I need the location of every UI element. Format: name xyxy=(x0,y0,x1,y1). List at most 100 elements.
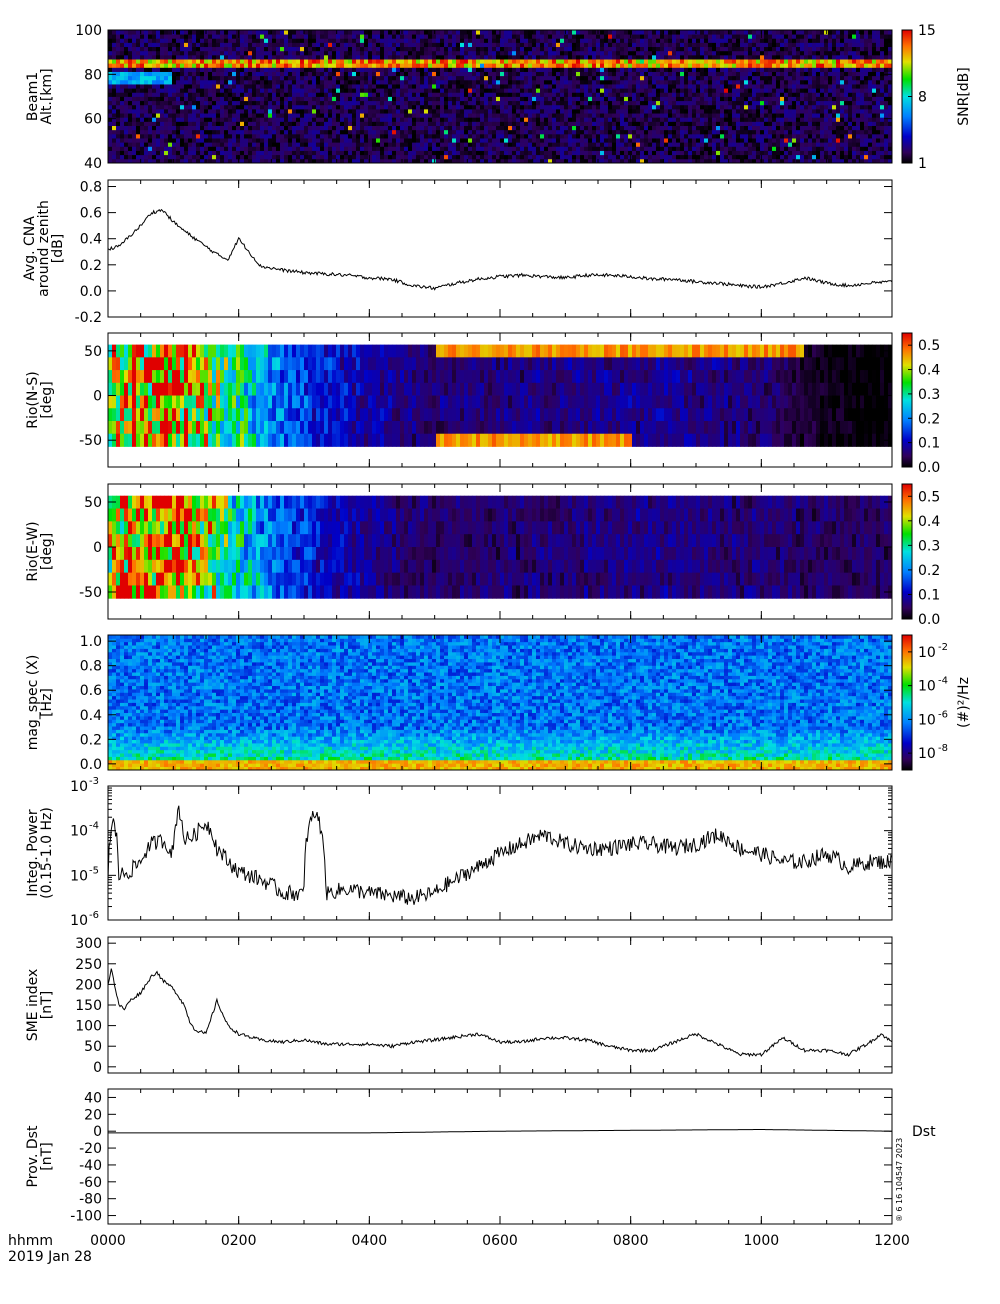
beam1-cell xyxy=(564,154,569,160)
beam1-cell xyxy=(456,100,461,106)
beam1-cell xyxy=(112,30,117,35)
beam1-cell xyxy=(216,125,221,131)
beam1-cell xyxy=(724,121,729,126)
beam1-cell xyxy=(668,30,673,35)
beam1-cell xyxy=(124,92,129,97)
beam1-cell xyxy=(472,92,477,97)
beam1-cell xyxy=(724,30,729,35)
beam1-cell xyxy=(528,113,533,118)
beam1-cell xyxy=(412,71,417,77)
beam1-cell xyxy=(728,129,733,135)
beam1-cell xyxy=(620,154,625,160)
beam1-cell xyxy=(396,117,401,122)
beam1-cell xyxy=(560,158,565,164)
beam1-cell xyxy=(476,34,481,39)
beam1-cell xyxy=(636,84,641,89)
beam1-cell xyxy=(300,88,305,93)
beam1-cell xyxy=(484,88,489,93)
beam1-cell xyxy=(140,117,145,122)
beam1-cell xyxy=(252,142,257,147)
beam1-cell xyxy=(432,88,437,93)
beam1-cell xyxy=(664,67,669,72)
beam1-cell xyxy=(716,59,721,64)
beam1-cell xyxy=(524,88,529,93)
beam1-cell xyxy=(604,30,609,35)
beam1-cell xyxy=(452,113,457,118)
beam1-cell xyxy=(204,42,209,48)
beam1-cell xyxy=(540,129,545,135)
beam1-cell xyxy=(472,50,477,56)
beam1-cell xyxy=(596,104,601,110)
beam1-cell xyxy=(240,79,245,85)
beam1-cell xyxy=(232,138,237,143)
beam1-cell xyxy=(504,30,509,35)
beam1-cell xyxy=(664,54,669,60)
beam1-cell xyxy=(400,150,405,156)
beam1-cell xyxy=(464,113,469,118)
beam1-cell xyxy=(256,75,261,81)
beam1-cell xyxy=(300,79,305,85)
beam1-cell xyxy=(456,125,461,131)
beam1-cell xyxy=(344,104,349,110)
beam1-cell xyxy=(552,96,557,102)
beam1-cell xyxy=(452,38,457,43)
beam1-cell xyxy=(568,30,573,35)
beam1-cell xyxy=(200,54,205,60)
beam1-cell xyxy=(188,38,193,43)
beam1-cell xyxy=(312,50,317,56)
beam1-cell xyxy=(576,125,581,131)
beam1-cell xyxy=(660,30,665,35)
beam1-cell xyxy=(200,84,205,89)
beam1-cell xyxy=(564,146,569,151)
beam1-cell xyxy=(304,84,309,89)
beam1-cell xyxy=(416,150,421,156)
beam1-cell xyxy=(364,104,369,110)
beam1-cell xyxy=(232,104,237,110)
beam1-cell xyxy=(144,34,149,39)
beam1-cell xyxy=(528,158,533,164)
beam1-cell xyxy=(268,100,273,106)
beam1-cell xyxy=(244,154,249,160)
beam1-cell xyxy=(492,71,497,77)
beam1-cell xyxy=(676,54,681,60)
beam1-cell xyxy=(144,133,149,139)
beam1-cell xyxy=(572,75,577,81)
beam1-cell xyxy=(276,133,281,139)
beam1-cell xyxy=(676,84,681,89)
beam1-cell xyxy=(576,63,581,68)
beam1-cell xyxy=(212,46,217,52)
beam1-cell xyxy=(420,133,425,139)
beam1-cell xyxy=(456,71,461,77)
beam1-cell xyxy=(324,75,329,81)
beam1-cell xyxy=(452,84,457,89)
beam1-cell xyxy=(528,67,533,72)
beam1-cell xyxy=(612,96,617,102)
beam1-cell xyxy=(720,113,725,118)
beam1-cell xyxy=(172,38,177,43)
beam1-cell xyxy=(308,113,313,118)
beam1-cell xyxy=(660,42,665,48)
beam1-cell xyxy=(204,96,209,102)
beam1-cell xyxy=(136,100,141,106)
beam1-cell xyxy=(460,133,465,139)
beam1-cell xyxy=(396,158,401,164)
beam1-cell xyxy=(336,75,341,81)
beam1-cell xyxy=(652,150,657,156)
beam1-cell xyxy=(472,88,477,93)
beam1-cell xyxy=(552,113,557,118)
beam1-cell xyxy=(448,96,453,102)
beam1-cell xyxy=(616,158,621,164)
beam1-cell xyxy=(232,150,237,156)
beam1-cell xyxy=(212,30,217,35)
beam1-cell xyxy=(136,30,141,35)
beam1-cell xyxy=(116,129,121,135)
beam1-cell xyxy=(280,121,285,126)
beam1-cell xyxy=(724,71,729,77)
beam1-cell xyxy=(620,54,625,60)
beam1-cell xyxy=(636,67,641,72)
beam1-cell xyxy=(412,133,417,139)
beam1-cell xyxy=(388,129,393,135)
beam1-cell xyxy=(600,142,605,147)
beam1-cell xyxy=(660,96,665,102)
beam1-cell xyxy=(312,113,317,118)
